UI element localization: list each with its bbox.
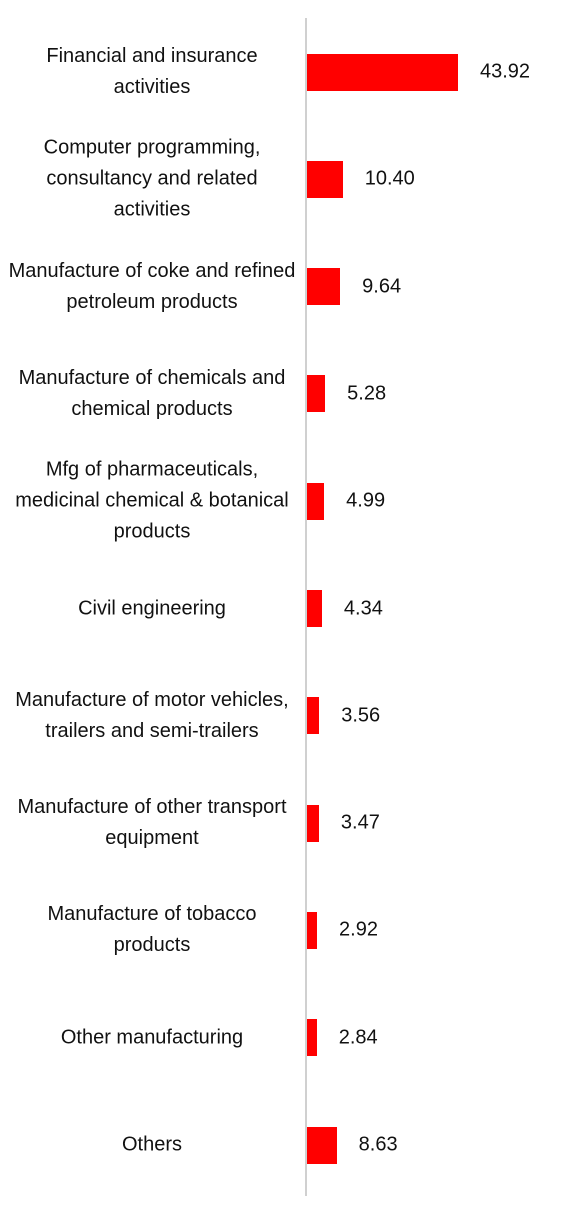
category-label: Others [121, 1133, 183, 1156]
value-label: 5.28 [347, 382, 387, 405]
bar [307, 1019, 317, 1057]
bar [307, 1126, 337, 1164]
bar [307, 911, 318, 949]
bar [307, 160, 343, 198]
category-label: Manufacture of coke and refined petroleu… [8, 259, 296, 313]
bar [307, 53, 458, 91]
value-label: 9.64 [362, 275, 402, 298]
value-label: 4.34 [343, 597, 383, 619]
category-label: Manufacture of chemicals and chemical pr… [18, 366, 286, 420]
bar [307, 268, 341, 306]
category-label: Computer programming, consultancy and re… [43, 136, 261, 221]
bar [307, 482, 325, 520]
bar [307, 590, 322, 627]
value-label: 4.99 [346, 489, 386, 512]
category-label: Mfg of pharmaceuticals, medicinal chemic… [15, 458, 289, 543]
category-label: Other manufacturing [60, 1026, 244, 1049]
value-label: 3.56 [341, 704, 381, 727]
value-label: 3.47 [340, 811, 380, 834]
category-label: Civil engineering [78, 597, 226, 619]
bar [307, 697, 320, 735]
value-label: 10.40 [364, 167, 415, 190]
category-label: Financial and insurance activities [46, 45, 258, 98]
category-label: Manufacture of motor vehicles, trailers … [15, 688, 289, 742]
value-label: 43.92 [480, 60, 531, 83]
category-label: Manufacture of tobacco products [47, 903, 257, 957]
value-label: 2.84 [338, 1026, 378, 1049]
value-label: 8.63 [358, 1133, 398, 1156]
axis-line [305, 18, 307, 1196]
value-label: 2.92 [339, 918, 378, 941]
bar [307, 804, 319, 842]
bar [307, 375, 326, 413]
category-label: Manufacture of other transport equipment [17, 796, 287, 850]
